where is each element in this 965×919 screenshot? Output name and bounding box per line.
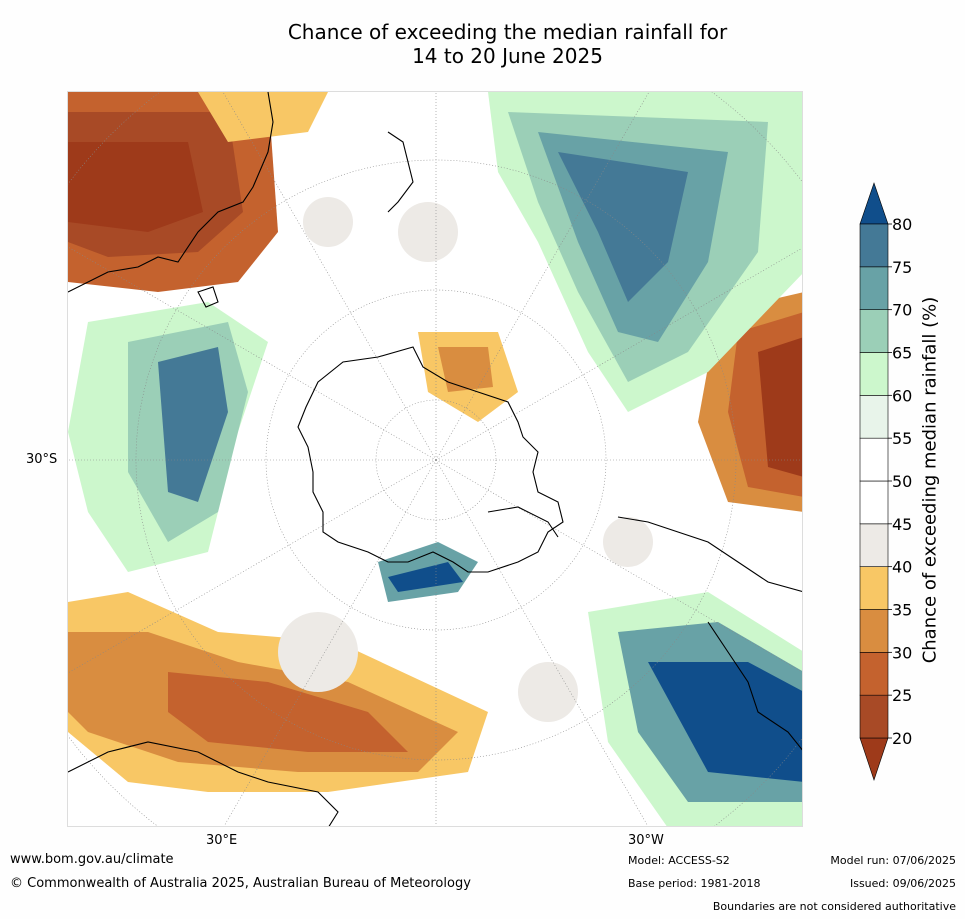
australia-dry-core: [68, 142, 203, 232]
colorbar-tick-label-0: 20: [892, 729, 912, 748]
coastlines: [68, 92, 802, 826]
antarctica-coast: [297, 346, 564, 573]
antarctic-peninsula: [487, 506, 559, 538]
colorbar-tick-label-11: 75: [892, 258, 912, 277]
colorbar-segment-0: [859, 694, 889, 739]
colorbar-segment-3: [859, 566, 889, 610]
lon-label-30w: 30°W: [628, 833, 664, 848]
footer-model: Model: ACCESS-S2: [628, 854, 730, 867]
colorbar-tick-label-6: 50: [892, 472, 912, 491]
colorbar-segment-5: [859, 480, 889, 525]
colorbar-segment-6: [859, 437, 889, 482]
colorbar-tick-label-4: 40: [892, 558, 912, 577]
new-zealand: [387, 131, 414, 213]
footer-base-period: Base period: 1981-2018: [628, 877, 761, 890]
colorbar-tick-label-7: 55: [892, 429, 912, 448]
graticule: [68, 92, 802, 826]
antarctic-dry-core: [438, 347, 493, 392]
colorbar-tick-label-2: 30: [892, 643, 912, 662]
lon-label-30e: 30°E: [206, 833, 238, 848]
probability-map: [67, 91, 803, 827]
map-title: Chance of exceeding the median rainfall …: [0, 20, 965, 68]
colorbar-segment-2: [859, 609, 889, 653]
colorbar-segment-8: [859, 352, 889, 396]
indian-ocean-dry-core: [168, 672, 408, 752]
colorbar-ticks: 20 25 30 35 40 45 50 55 60 65 70 75 80: [888, 215, 912, 748]
colorbar-tick-label-10: 70: [892, 301, 912, 320]
colorbar-segment-9: [859, 309, 889, 353]
footer-issued: Issued: 09/06/2025: [849, 877, 956, 890]
colorbar: 20 25 30 35 40 45 50 55 60 65 70 75 80: [845, 180, 935, 790]
colorbar-tick-label-12: 80: [892, 215, 912, 234]
colorbar-svg: 20 25 30 35 40 45 50 55 60 65 70 75 80: [859, 182, 912, 781]
map-canvas: [68, 92, 802, 826]
tasmania: [197, 286, 219, 308]
south-america-coast: [617, 516, 802, 593]
footer-model-run: Model run: 07/06/2025: [830, 854, 956, 867]
antarctic-coast-wet-core: [388, 562, 463, 592]
south-atlantic-wet-core: [648, 662, 802, 782]
lat-label-30s: 30°S: [26, 452, 58, 467]
southern-indian-wet-core: [158, 347, 228, 502]
colorbar-segments: [859, 182, 889, 781]
colorbar-tick-label-8: 60: [892, 386, 912, 405]
colorbar-segment-10: [859, 266, 889, 310]
colorbar-tick-label-5: 45: [892, 515, 912, 534]
australia-coast: [68, 92, 274, 293]
colorbar-tick-label-9: 65: [892, 344, 912, 363]
colorbar-under-arrow: [859, 737, 889, 781]
title-line-2: 14 to 20 June 2025: [412, 44, 603, 68]
title-line-1: Chance of exceeding the median rainfall …: [287, 20, 728, 44]
colorbar-segment-11: [859, 223, 889, 268]
footer-disclaimer: Boundaries are not considered authoritat…: [712, 900, 956, 913]
colorbar-segment-7: [859, 395, 889, 439]
south-pacific-wet-core: [558, 152, 688, 302]
colorbar-segment-1: [859, 652, 889, 696]
northern-dry-band: [198, 92, 328, 142]
colorbar-over-arrow: [859, 182, 889, 225]
africa-coast: [68, 741, 339, 826]
south-america-dry-core: [758, 337, 802, 477]
footer-copyright: © Commonwealth of Australia 2025, Austra…: [10, 876, 471, 891]
near-median-regions: [278, 197, 653, 722]
colorbar-segment-4: [859, 523, 889, 567]
above-median-regions: [68, 92, 802, 826]
colorbar-tick-label-1: 25: [892, 686, 912, 705]
footer-website[interactable]: www.bom.gov.au/climate: [10, 852, 174, 867]
colorbar-tick-label-3: 35: [892, 601, 912, 620]
south-america-coast-2: [707, 621, 802, 751]
colorbar-label: Chance of exceeding median rainfall (%): [919, 296, 941, 664]
